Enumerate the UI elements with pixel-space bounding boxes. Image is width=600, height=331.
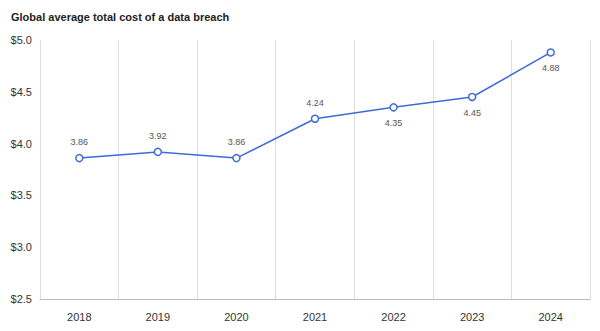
svg-text:$5.0: $5.0: [11, 34, 32, 46]
svg-text:4.88: 4.88: [542, 63, 560, 73]
svg-text:2021: 2021: [303, 311, 327, 323]
svg-text:4.45: 4.45: [463, 108, 481, 118]
svg-text:Global average total cost of a: Global average total cost of a data brea…: [11, 11, 230, 23]
svg-text:2024: 2024: [538, 311, 562, 323]
svg-text:$4.5: $4.5: [11, 86, 32, 98]
svg-text:3.92: 3.92: [149, 131, 167, 141]
svg-text:4.24: 4.24: [306, 98, 324, 108]
svg-text:2018: 2018: [67, 311, 91, 323]
svg-text:2022: 2022: [381, 311, 405, 323]
svg-text:$3.5: $3.5: [11, 189, 32, 201]
svg-text:2023: 2023: [460, 311, 484, 323]
svg-text:$4.0: $4.0: [11, 138, 32, 150]
svg-text:2019: 2019: [146, 311, 170, 323]
svg-text:4.35: 4.35: [385, 118, 403, 128]
svg-text:$2.5: $2.5: [11, 293, 32, 305]
svg-text:3.86: 3.86: [71, 137, 89, 147]
svg-text:2020: 2020: [224, 311, 248, 323]
svg-text:3.86: 3.86: [228, 137, 246, 147]
svg-text:$3.0: $3.0: [11, 241, 32, 253]
